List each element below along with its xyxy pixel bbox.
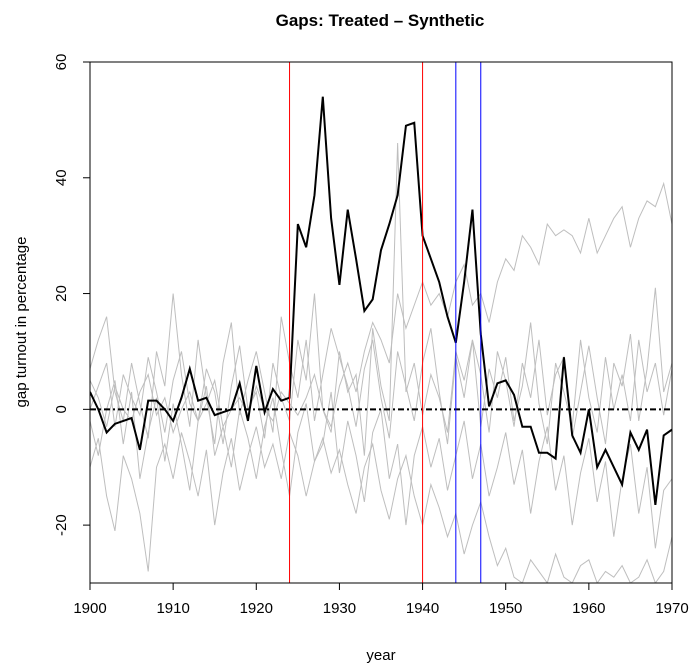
x-tick-label: 1910 [156,600,189,617]
y-axis-label: gap turnout in percentage [13,237,30,408]
chart-title: Gaps: Treated – Synthetic [276,11,485,30]
y-tick-label: 60 [53,54,70,71]
series-line [90,426,672,583]
series-line [90,96,672,505]
x-tick-label: 1950 [489,600,522,617]
plot-frame [89,61,673,584]
x-axis-label: year [366,647,395,663]
y-tick-label: -20 [53,514,70,536]
series-line [90,287,672,445]
x-tick-label: 1970 [655,600,688,617]
x-tick-label: 1900 [73,600,106,617]
series-line [90,181,672,435]
series-line [90,143,672,456]
x-tick-label: 1960 [572,600,605,617]
y-tick-label: 40 [53,169,70,186]
x-tick-label: 1940 [406,600,439,617]
series-line [90,380,672,549]
x-tick-label: 1920 [240,600,273,617]
x-tick-label: 1930 [323,600,356,617]
y-tick-label: 20 [53,285,70,302]
y-tick-label: 0 [53,405,70,413]
